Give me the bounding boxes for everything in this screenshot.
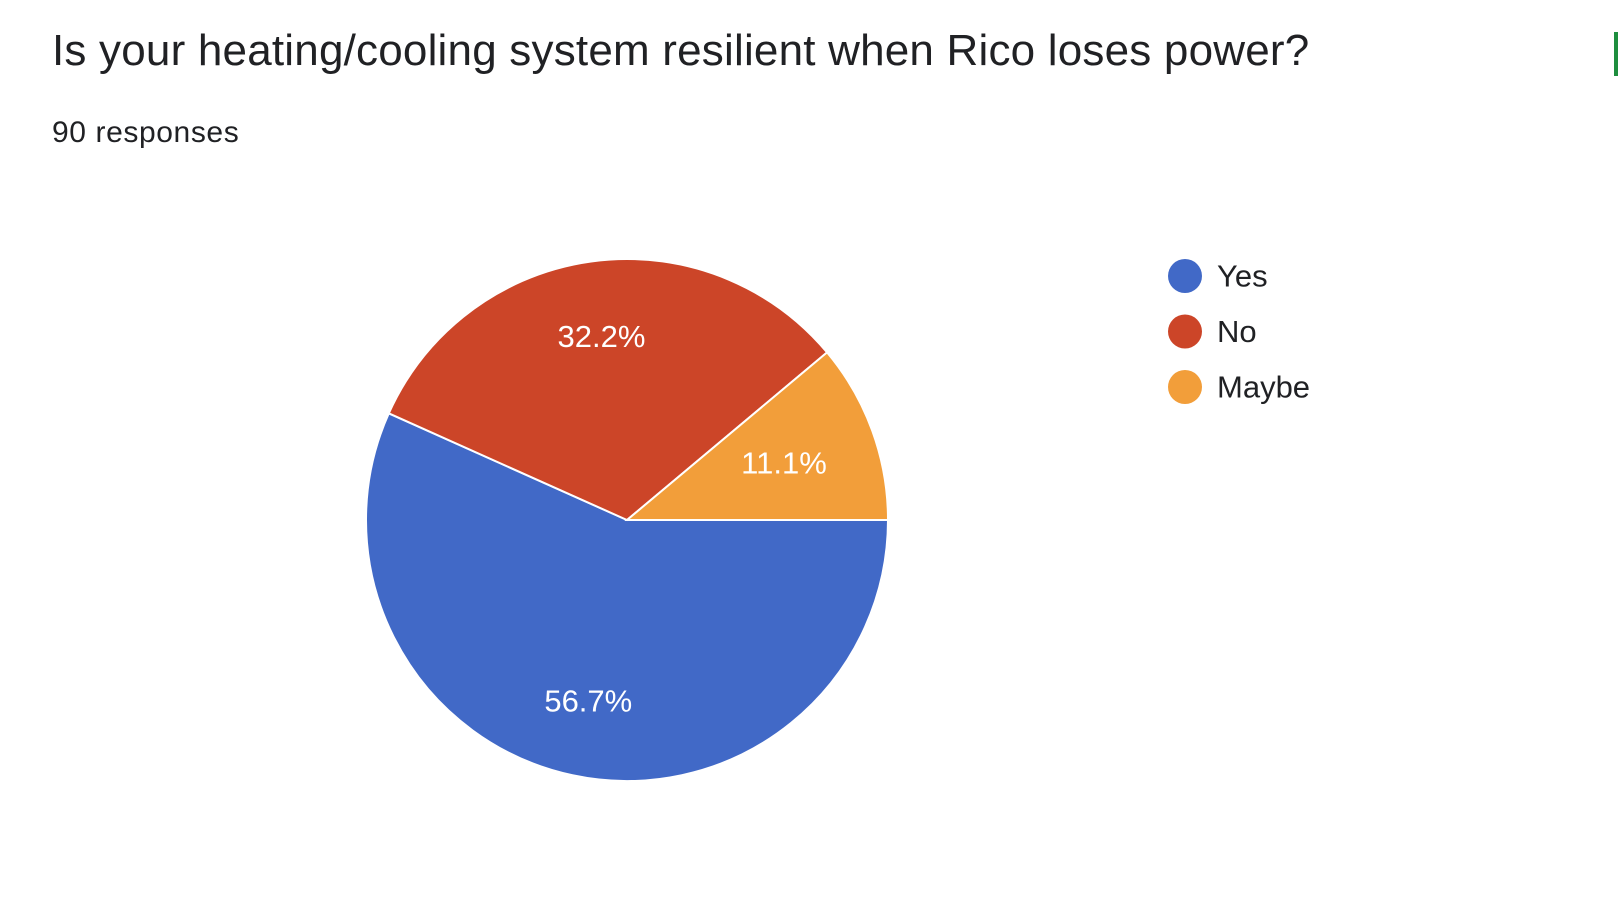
pie-slice-no [387,258,829,522]
legend-label-maybe: Maybe [1217,370,1310,405]
legend-swatch-yes [1168,259,1202,293]
slice-label-maybe: 11.1% [741,445,827,480]
response-count: 90 responses [52,116,240,149]
legend-swatch-no [1168,314,1202,349]
question-title: Is your heating/cooling system resilient… [52,26,1310,75]
legend-swatch-maybe [1168,370,1202,404]
edge-accent-bar [1614,32,1618,76]
pie-slice-yes [365,412,890,782]
pie-slice-maybe [624,350,890,521]
legend-label-no: No [1217,314,1257,349]
legend-label-yes: Yes [1217,259,1268,294]
slice-label-no: 32.2% [558,319,646,354]
pie-slices [365,258,890,782]
pie-slice-labels: 56.7% 32.2% 11.1% [544,319,826,719]
chart-legend: Yes No Maybe [1168,259,1310,405]
slice-label-yes: 56.7% [544,684,632,719]
